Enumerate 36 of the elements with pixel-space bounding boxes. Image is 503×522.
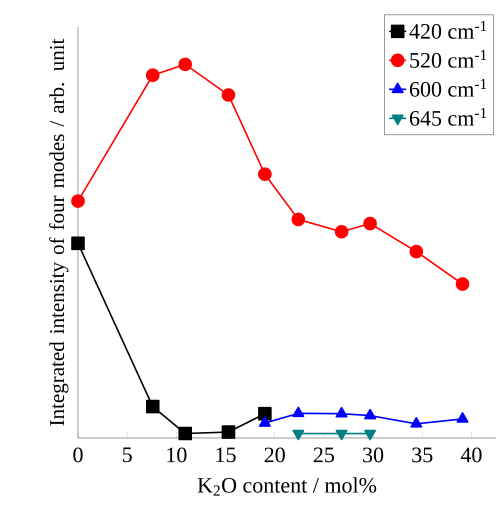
x-tick-label: 15 (216, 448, 236, 462)
point (410, 244, 424, 258)
point (222, 425, 236, 439)
point (146, 400, 160, 414)
point (364, 408, 376, 420)
point (292, 212, 306, 226)
x-tick-label: 20 (264, 448, 285, 462)
point (363, 216, 377, 230)
point (336, 406, 348, 418)
x-tick-label: 35 (412, 448, 432, 462)
point (258, 167, 272, 182)
x-tick-label: 0 (73, 448, 83, 462)
x-tick-label: 40 (460, 448, 482, 462)
point (410, 417, 422, 428)
legend-label: 600 cm$^{-1}$ (410, 78, 486, 97)
x-tick-label: 25 (314, 448, 334, 462)
x-tick-label: 5 (122, 448, 132, 462)
legend-label: 520 cm$^{-1}$ (410, 50, 486, 68)
point (292, 406, 304, 418)
x-axis-title: K$_{2}$O content / mol% (198, 477, 376, 496)
x-tick-label: 10 (167, 448, 187, 462)
legend-label: 420 cm$^{-1}$ (409, 20, 486, 39)
point (456, 277, 470, 291)
point (71, 236, 85, 250)
x-tick-label: 30 (363, 448, 384, 462)
y-axis-title: Integrated intensity of four modes / arb. unit (49, 38, 68, 426)
point (334, 224, 348, 239)
point (178, 426, 192, 440)
point (222, 88, 236, 102)
point (71, 194, 85, 208)
point (258, 406, 272, 421)
point (456, 412, 469, 423)
legend-label: 645 cm$^{-1}$ (410, 108, 486, 126)
point (178, 58, 192, 72)
point (258, 416, 271, 427)
point (146, 68, 160, 82)
